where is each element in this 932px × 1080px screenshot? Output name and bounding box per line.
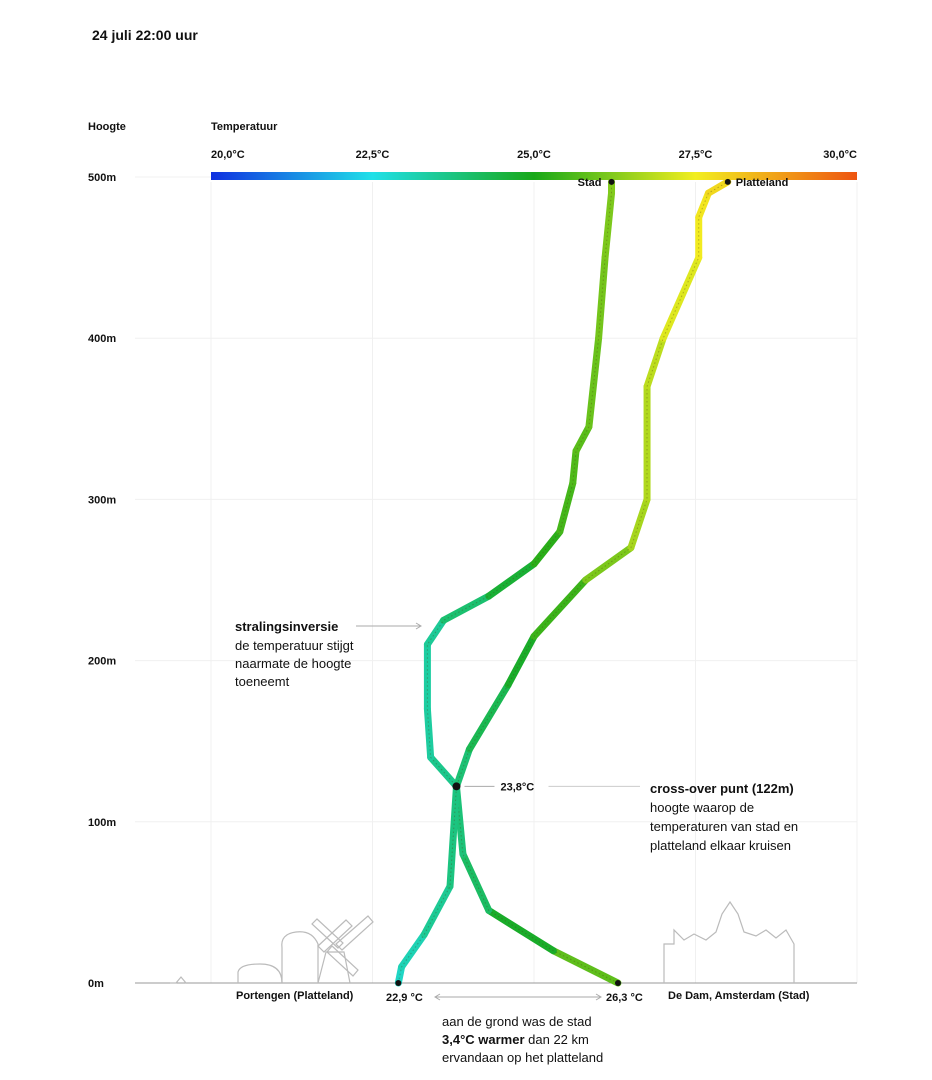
- crossover-value-label: 23,8°C: [500, 781, 534, 793]
- series-segment: [465, 681, 512, 753]
- y-tick-label: 100m: [88, 817, 116, 829]
- series-segment: [398, 931, 428, 971]
- ground-point: [395, 980, 402, 986]
- crossover-annotation: cross-over punt (122m) hoogte waarop de …: [650, 781, 798, 853]
- inversion-text-1: de temperatuur stijgt: [235, 638, 354, 653]
- series-segment: [504, 632, 538, 689]
- inversion-arrow-icon: [415, 622, 422, 630]
- series-segment: [601, 189, 616, 262]
- x-tick-label: 27,5°C: [679, 149, 713, 161]
- y-axis-label: Hoogte: [88, 121, 126, 133]
- series-segment: [423, 616, 448, 648]
- series-segment: [530, 576, 590, 640]
- ground-text-2b: dan 22 km: [525, 1032, 589, 1047]
- crossover-text-1: hoogte waarop de: [650, 800, 754, 815]
- inversion-text-3: toeneemt: [235, 674, 290, 689]
- series-segment: [643, 334, 667, 391]
- temperature-colorbar: [211, 172, 857, 180]
- crossover-title: cross-over punt (122m): [650, 781, 794, 796]
- series-end-label: Stad: [578, 177, 602, 189]
- series-segment: [556, 479, 577, 536]
- series-segment: [695, 189, 712, 221]
- ground-labels: Portengen (Platteland) 22,9 °C 26,3 °C D…: [236, 990, 810, 1004]
- left-place-label: Portengen (Platteland): [236, 990, 354, 1002]
- series-end-label: Platteland: [736, 177, 789, 189]
- ground-annotation: aan de grond was de stad 3,4°C warmer da…: [442, 1014, 603, 1065]
- series-segment: [485, 906, 557, 955]
- left-temp-label: 22,9 °C: [386, 992, 423, 1004]
- y-tick-label: 400m: [88, 333, 116, 345]
- series-segment: [582, 544, 635, 584]
- y-tick-label: 0m: [88, 978, 104, 990]
- x-tick-labels: 20,0°C 22,5°C 25,0°C 27,5°C 30,0°C: [211, 149, 857, 161]
- series-segment: [420, 882, 454, 939]
- right-temp-label: 26,3 °C: [606, 992, 643, 1004]
- y-tick-label: 200m: [88, 656, 116, 668]
- series-segment: [595, 254, 609, 342]
- series-segment: [440, 592, 493, 624]
- series-stad: Stad: [423, 177, 622, 987]
- ground-bold-text: 3,4°C warmer: [442, 1032, 525, 1047]
- series-segment: [446, 782, 460, 890]
- ground-text-1: aan de grond was de stad: [442, 1014, 592, 1029]
- y-tick-label: 300m: [88, 494, 116, 506]
- series-segment: [585, 334, 603, 431]
- series-segment: [659, 254, 703, 342]
- ground-text-2: 3,4°C warmer dan 22 km: [442, 1032, 589, 1047]
- series-segment: [627, 495, 651, 552]
- top-point: [608, 178, 615, 185]
- inversion-text-2: naarmate de hoogte: [235, 656, 351, 671]
- series-segment: [569, 447, 580, 487]
- series-segment: [452, 745, 473, 790]
- ground-point: [614, 980, 621, 986]
- series-segment: [459, 850, 493, 914]
- arrow-right-icon: [595, 993, 602, 1001]
- series-segment: [530, 528, 564, 568]
- arrow-left-icon: [434, 993, 441, 1001]
- series-segment: [423, 705, 435, 761]
- x-axis-label: Temperatuur: [211, 121, 278, 133]
- top-point: [724, 178, 731, 185]
- windmill-silhouette-icon: [170, 915, 374, 984]
- inversion-annotation: stralingsinversie de temperatuur stijgt …: [235, 619, 422, 689]
- x-tick-label: 22,5°C: [356, 149, 390, 161]
- city-silhouette-icon: [663, 900, 795, 983]
- series-core-line: [397, 181, 729, 984]
- series-platteland: Platteland: [394, 177, 789, 987]
- right-place-label: De Dam, Amsterdam (Stad): [668, 990, 810, 1002]
- crossover-text-2: temperaturen van stad en: [650, 819, 798, 834]
- series-core-line: [426, 181, 619, 984]
- series-segment: [704, 178, 732, 197]
- crossover-marker: 23,8°C: [452, 781, 640, 793]
- series-segment: [485, 560, 538, 600]
- x-tick-label: 30,0°C: [823, 149, 857, 161]
- x-tick-label: 25,0°C: [517, 149, 551, 161]
- inversion-title: stralingsinversie: [235, 619, 338, 634]
- series-lines: Stad Platteland: [394, 177, 789, 987]
- y-tick-label: 500m: [88, 172, 116, 184]
- series-segment: [427, 753, 460, 790]
- ground-text-3: ervandaan op het platteland: [442, 1050, 603, 1065]
- gridlines: [135, 176, 858, 983]
- series-segment: [549, 947, 622, 987]
- chart-title: 24 juli 22:00 uur: [92, 27, 198, 43]
- crossover-text-3: platteland elkaar kruisen: [650, 838, 791, 853]
- crossover-point: [452, 782, 461, 791]
- series-segment: [572, 423, 593, 455]
- x-tick-label: 20,0°C: [211, 149, 245, 161]
- y-tick-labels: 0m 100m 200m 300m 400m 500m: [88, 172, 116, 990]
